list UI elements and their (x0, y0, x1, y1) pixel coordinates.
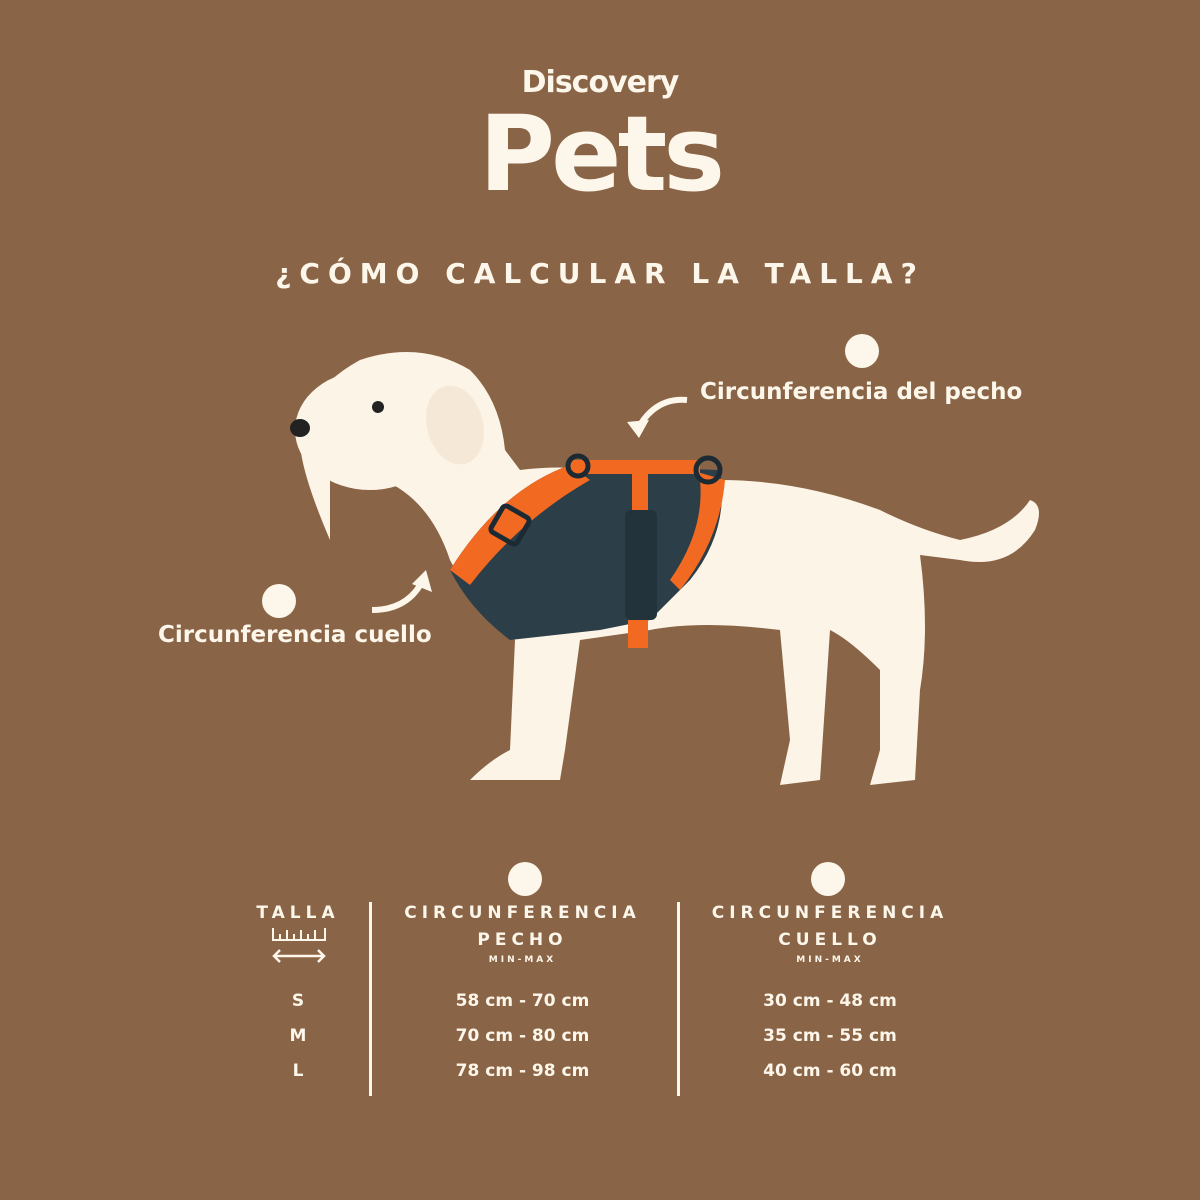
table-cell-neck: 40 cm - 60 cm (763, 1061, 897, 1081)
arrow-chest-icon (627, 396, 688, 438)
divider (677, 902, 680, 1096)
logo-discovery: Discovery (521, 65, 680, 100)
header-chest-2: PECHO (477, 930, 568, 950)
callout-neck: Circunferencia cuello (158, 622, 432, 648)
table-cell-neck: 35 cm - 55 cm (763, 1026, 897, 1046)
header-neck-2: CUELLO (778, 930, 882, 950)
ruler-icon (272, 928, 326, 963)
logo-pets: Pets (478, 93, 725, 215)
dog-body-icon (262, 584, 296, 618)
table-cell-neck: 30 cm - 48 cm (763, 991, 897, 1011)
table-cell-size: S (291, 991, 305, 1011)
arrow-neck-icon (371, 570, 432, 613)
divider (369, 902, 372, 1096)
table-cell-size: M (289, 1026, 307, 1046)
table-cell-chest: 78 cm - 98 cm (455, 1061, 590, 1081)
dog-body-icon (508, 862, 542, 896)
dog-head-icon (845, 334, 879, 368)
dog-head-icon (811, 862, 845, 896)
page-title: ¿CÓMO CALCULAR LA TALLA? (275, 257, 925, 290)
header-neck: CIRCUNFERENCIA (711, 903, 949, 923)
header-talla: TALLA (256, 903, 340, 923)
dog-illustration (290, 352, 1039, 785)
header-neck-sub: MIN-MAX (796, 955, 864, 965)
callout-chest: Circunferencia del pecho (700, 379, 1023, 405)
header-chest-sub: MIN-MAX (488, 955, 557, 965)
table-cell-chest: 70 cm - 80 cm (455, 1026, 590, 1046)
header-chest: CIRCUNFERENCIA (404, 903, 641, 923)
table-cell-chest: 58 cm - 70 cm (455, 991, 590, 1011)
table-cell-size: L (292, 1061, 304, 1081)
